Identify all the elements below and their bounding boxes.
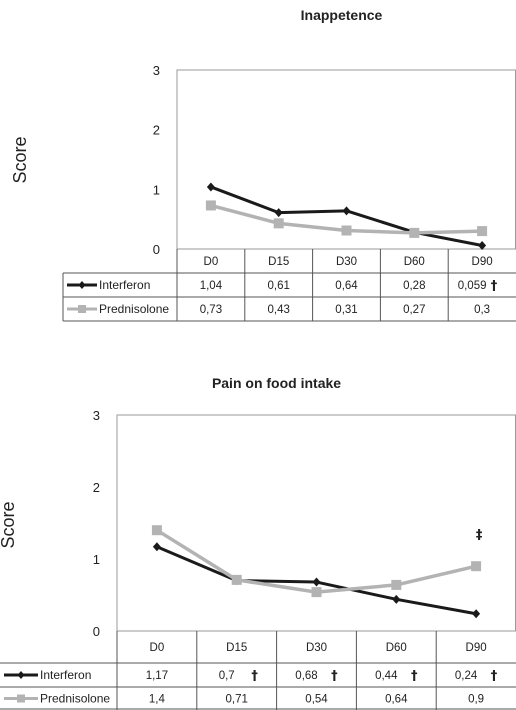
legend-marker-prednisolone [78, 305, 86, 313]
data-label: 0,27 [403, 304, 425, 316]
data-label: 0,73 [200, 304, 222, 316]
significance-mark: † [491, 279, 498, 294]
y-tick-label: 0 [153, 242, 160, 257]
data-point-interferon [478, 240, 487, 250]
x-tick-label: D60 [404, 256, 425, 268]
x-tick-label: D30 [306, 642, 327, 654]
legend-label-prednisolone: Prednisolone [99, 302, 169, 316]
significance-mark: † [331, 669, 338, 684]
x-tick-label: D60 [386, 642, 407, 654]
data-point-prednisolone [151, 525, 162, 536]
data-point-prednisolone [205, 200, 216, 211]
data-label: 0,64 [385, 694, 408, 706]
y-tick-label: 1 [153, 182, 160, 197]
data-label: 0,059 [458, 280, 487, 292]
chart-title: Inappetence [301, 7, 383, 23]
data-point-interferon [274, 208, 283, 218]
data-point-prednisolone [341, 225, 352, 236]
data-label: 0,54 [305, 694, 328, 706]
data-label: 0,9 [468, 694, 484, 706]
x-tick-label: D0 [204, 256, 219, 268]
legend-label-interferon: Interferon [99, 278, 150, 292]
significance-mark: † [251, 669, 258, 684]
data-point-prednisolone [391, 579, 402, 590]
data-label: 0,68 [295, 670, 317, 682]
legend-marker-interferon [17, 671, 25, 679]
data-point-interferon [152, 542, 161, 552]
y-axis-label: Score [0, 501, 18, 548]
x-tick-label: D30 [336, 256, 357, 268]
data-point-interferon [342, 206, 351, 216]
y-tick-label: 3 [153, 63, 160, 78]
legend-marker-prednisolone [17, 694, 25, 703]
data-point-prednisolone [409, 227, 420, 238]
plot-area [176, 69, 516, 250]
significance-mark: † [491, 669, 498, 684]
data-label: 0,71 [226, 694, 248, 706]
data-label: 1,17 [146, 670, 168, 682]
legend-label-interferon: Interferon [40, 668, 91, 682]
x-tick-label: D15 [268, 256, 289, 268]
significance-mark: † [411, 669, 418, 684]
data-point-interferon [472, 609, 481, 619]
x-tick-label: D15 [226, 642, 247, 654]
y-tick-label: 1 [93, 552, 100, 567]
data-label: 0,31 [335, 304, 357, 316]
legend-label-prednisolone: Prednisolone [40, 692, 110, 706]
data-label: 0,7 [219, 670, 235, 682]
data-point-prednisolone [273, 218, 284, 229]
x-tick-label: D90 [472, 256, 493, 268]
x-tick-label: D90 [466, 642, 487, 654]
data-label: 0,28 [403, 280, 425, 292]
y-tick-label: 2 [153, 123, 160, 138]
data-point-prednisolone [471, 561, 482, 572]
y-tick-label: 3 [93, 408, 100, 423]
data-point-prednisolone [477, 226, 488, 237]
data-label: 0,44 [375, 670, 398, 682]
data-label: 0,64 [335, 280, 358, 292]
y-tick-label: 2 [93, 480, 100, 495]
data-label: 0,24 [455, 670, 478, 682]
annotation-mark: ‡ [476, 528, 483, 543]
data-point-prednisolone [231, 574, 242, 585]
data-label: 0,61 [268, 280, 290, 292]
data-point-interferon [392, 594, 401, 604]
plot-area [116, 414, 516, 632]
x-tick-label: D0 [150, 642, 165, 654]
data-point-prednisolone [311, 587, 322, 598]
data-point-interferon [206, 182, 215, 192]
chart-title: Pain on food intake [212, 375, 341, 391]
data-label: 0,43 [268, 304, 290, 316]
data-label: 0,3 [474, 304, 490, 316]
data-point-interferon [312, 577, 321, 587]
data-label: 1,4 [149, 694, 166, 706]
legend-marker-interferon [78, 281, 86, 289]
y-axis-label: Score [10, 136, 30, 183]
y-tick-label: 0 [93, 624, 100, 639]
data-label: 1,04 [200, 280, 223, 292]
